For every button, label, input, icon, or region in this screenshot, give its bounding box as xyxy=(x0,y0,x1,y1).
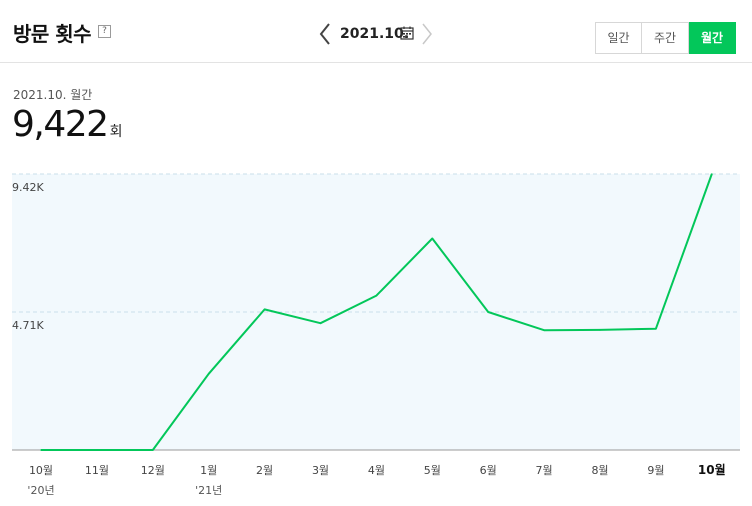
period-toggle: 일간 주간 월간 xyxy=(595,22,736,54)
calendar-icon[interactable] xyxy=(400,26,414,40)
x-tick-label: 10월 xyxy=(29,464,53,477)
data-point xyxy=(40,449,42,451)
header: 방문 횟수 ? 2021.10. 일간 주간 월간 xyxy=(0,0,752,63)
help-icon[interactable]: ? xyxy=(98,25,111,38)
total-visits-value: 9,422 xyxy=(12,104,109,145)
data-point xyxy=(96,449,98,451)
x-tick-label: 2월 xyxy=(256,464,273,477)
x-year-label: '21년 xyxy=(195,484,222,497)
chevron-right-icon[interactable] xyxy=(420,22,434,46)
data-point xyxy=(152,449,154,451)
x-tick-label: 7월 xyxy=(536,464,553,477)
nav-date: 2021.10. xyxy=(340,26,410,42)
period-monthly-button[interactable]: 월간 xyxy=(689,22,736,54)
x-tick-label: 3월 xyxy=(312,464,329,477)
data-point xyxy=(711,173,713,175)
x-year-label: '20년 xyxy=(27,484,54,497)
y-tick-label: 4.71K xyxy=(12,319,44,332)
x-tick-label: 11월 xyxy=(85,464,109,477)
period-daily-button[interactable]: 일간 xyxy=(595,22,642,54)
data-point xyxy=(487,311,490,313)
x-tick-label: 8월 xyxy=(591,464,608,477)
total-visits: 9,422 회 xyxy=(12,104,122,145)
total-visits-unit: 회 xyxy=(109,124,123,140)
data-point xyxy=(599,329,601,331)
x-tick-label: 10월 xyxy=(698,462,726,477)
data-point xyxy=(207,373,210,375)
x-tick-label: 12월 xyxy=(141,464,165,477)
data-point xyxy=(431,237,434,240)
period-weekly-button[interactable]: 주간 xyxy=(642,22,689,54)
period-label: 2021.10. 월간 xyxy=(13,88,93,102)
data-point xyxy=(655,327,657,330)
page-title: 방문 횟수 xyxy=(13,22,92,46)
x-tick-label: 6월 xyxy=(480,464,497,477)
x-tick-label: 5월 xyxy=(424,464,441,477)
data-point xyxy=(543,329,545,331)
y-tick-label: 9.42K xyxy=(12,181,44,194)
x-tick-label: 4월 xyxy=(368,464,385,477)
visits-line-chart: 4.71K 9.42K 10월 11월 12월 1월 2월 3월 4월 5월 6월 7월 8월 9월 10월… xyxy=(12,173,740,497)
x-tick-label: 9월 xyxy=(647,464,664,477)
x-tick-label: 1월 xyxy=(200,464,217,477)
data-point xyxy=(319,322,322,324)
chevron-left-icon[interactable] xyxy=(318,22,332,46)
data-point xyxy=(375,294,378,297)
data-point xyxy=(263,308,266,311)
